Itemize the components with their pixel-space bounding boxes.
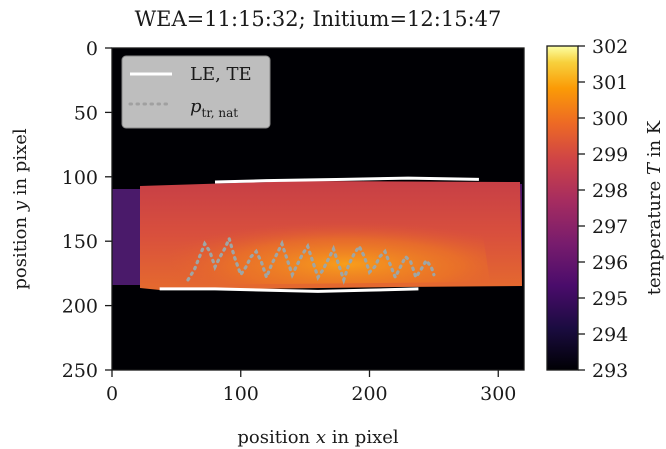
colorbar-tick-label: 295 — [592, 288, 628, 310]
plot-frame — [111, 47, 525, 371]
y-axis-ticks: 0 50 100 150 200 250 — [62, 38, 112, 382]
colorbar-tick-label: 294 — [592, 324, 628, 346]
colorbar-ticks: 293 294 295 296 297 298 299 300 301 302 — [578, 36, 628, 382]
colorbar-tick-label: 302 — [592, 36, 628, 58]
transition-line — [186, 233, 436, 285]
x-tick-label: 0 — [106, 383, 118, 405]
leading-edge-line — [214, 176, 479, 184]
y-tick-label: 250 — [62, 360, 98, 382]
heatmap-image — [112, 48, 524, 370]
colorbar-tick-label: 301 — [592, 72, 628, 94]
colorbar-tick-label: 293 — [592, 360, 628, 382]
y-tick-label: 200 — [62, 296, 98, 318]
overlay-lines — [159, 176, 479, 293]
x-tick-label: 200 — [351, 383, 387, 405]
y-tick-label: 0 — [86, 38, 98, 60]
trailing-edge-line — [159, 287, 419, 293]
colorbar-tick-label: 300 — [592, 108, 628, 130]
chart-title: WEA=11:15:32; Initium=12:15:47 — [135, 7, 502, 31]
colorbar — [546, 45, 579, 371]
legend-label-edges: LE, TE — [190, 64, 252, 85]
colorbar-tick-label: 296 — [592, 252, 628, 274]
wing-hot-region — [170, 215, 490, 285]
legend-label-transition: ptr, nat — [190, 96, 238, 120]
colorbar-tick-label: 297 — [592, 216, 628, 238]
x-tick-label: 300 — [480, 383, 516, 405]
colorbar-label: temperature T in K — [644, 120, 665, 295]
x-axis-ticks: 0 100 200 300 — [106, 370, 516, 405]
y-tick-label: 50 — [74, 102, 98, 124]
x-axis-label: position x in pixel — [237, 427, 399, 448]
legend: LE, TE ptr, nat — [121, 55, 271, 129]
y-tick-label: 150 — [62, 231, 98, 253]
x-tick-label: 100 — [223, 383, 259, 405]
y-tick-label: 100 — [62, 167, 98, 189]
y-axis-label: position y in pixel — [10, 128, 31, 290]
colorbar-tick-label: 299 — [592, 144, 628, 166]
colorbar-tick-label: 298 — [592, 180, 628, 202]
